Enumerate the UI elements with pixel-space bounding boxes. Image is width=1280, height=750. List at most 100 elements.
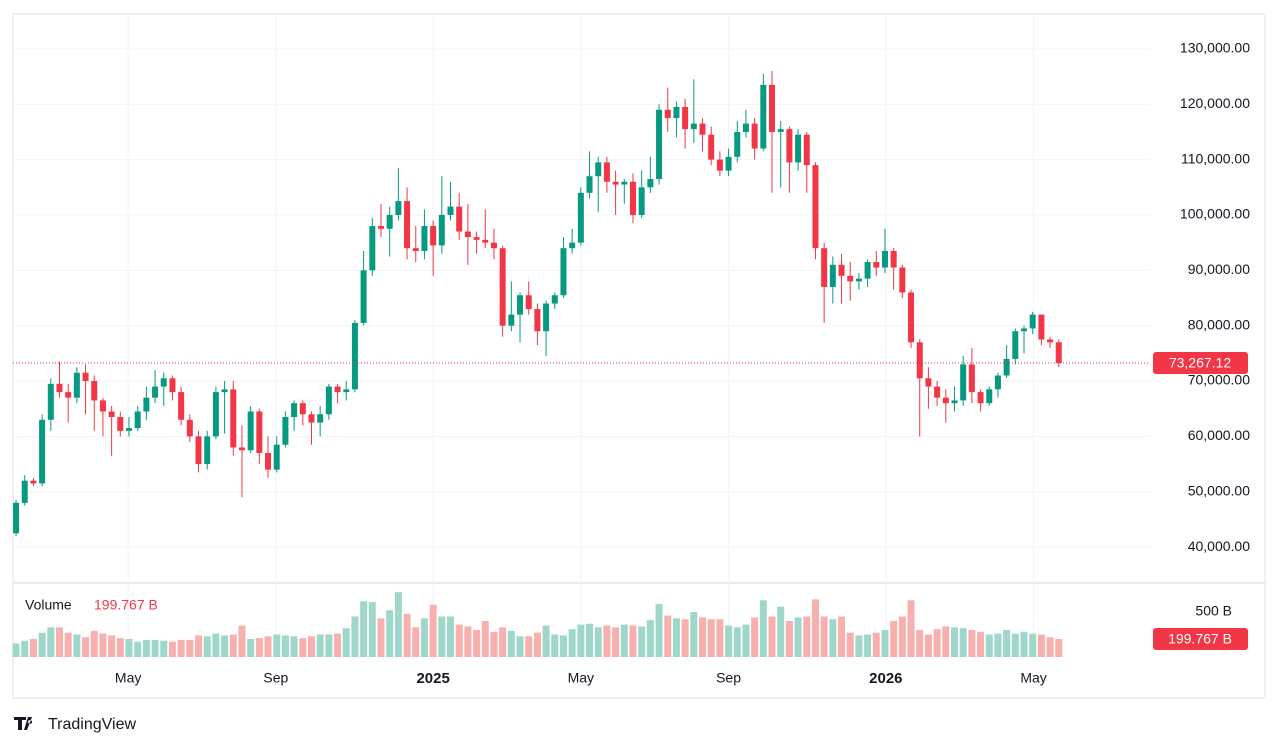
candle-body <box>1047 339 1054 343</box>
volume-bar <box>334 633 342 657</box>
volume-bar <box>325 634 333 657</box>
candle-body <box>430 226 437 246</box>
x-tick-label: Sep <box>263 670 288 686</box>
volume-bar <box>299 638 307 657</box>
volume-bar <box>672 618 680 657</box>
candle-body <box>169 378 176 393</box>
volume-bar <box>464 626 472 657</box>
candle-body <box>881 250 888 268</box>
volume-bar <box>820 616 828 657</box>
candle-body <box>812 165 819 249</box>
candle-body <box>647 178 654 188</box>
volume-bar <box>195 635 203 657</box>
candle-body <box>160 378 167 387</box>
candle-body <box>73 372 80 398</box>
candle-body <box>716 159 723 171</box>
candle-body <box>569 242 576 249</box>
volume-bar <box>212 633 220 657</box>
volume-bar <box>551 634 559 657</box>
candle-body <box>551 295 558 304</box>
volume-bar <box>490 631 498 657</box>
labels: 40,000.00 50,000.00 60,000.00 70,000.00 80,0… <box>115 40 1250 687</box>
y-tick-label: 130,000.00 <box>1180 40 1250 56</box>
candle-body <box>47 383 54 420</box>
candle-body <box>204 436 211 465</box>
candle-body <box>977 392 984 404</box>
volume-bar <box>594 627 602 657</box>
volume-bar <box>577 624 585 657</box>
candle-body <box>65 392 72 398</box>
candle-body <box>508 314 515 326</box>
candle-body <box>473 237 480 240</box>
volume-bar <box>872 632 880 657</box>
volume-bar <box>881 630 889 657</box>
volume-bar <box>21 640 29 657</box>
candle-body <box>595 162 602 177</box>
volume-legend-value: 199.767 B <box>94 597 158 613</box>
candle-body <box>152 386 159 398</box>
y-tick-label: 90,000.00 <box>1188 261 1250 277</box>
candle-body <box>499 248 506 326</box>
volume-bar <box>707 619 715 657</box>
candle-body <box>1029 314 1036 329</box>
candle-body <box>343 389 350 393</box>
candle-body <box>256 411 263 454</box>
volume-bar <box>290 636 298 657</box>
volume-bar <box>447 616 455 657</box>
volume-bar <box>959 628 967 657</box>
volume-bar <box>638 626 646 657</box>
volume-bar <box>690 612 698 657</box>
volume-bar <box>533 632 541 657</box>
x-tick-label: May <box>1020 670 1046 686</box>
volume-bar <box>846 632 854 657</box>
volume-bar <box>829 619 837 657</box>
chart-frame <box>12 13 1266 699</box>
volume-bar <box>1003 630 1011 657</box>
volume-bar <box>29 639 37 657</box>
candle-body <box>360 270 367 323</box>
volume-bar <box>603 625 611 657</box>
volume-bar <box>455 624 463 657</box>
candle-body <box>690 123 697 130</box>
candle-body <box>212 392 219 437</box>
candle-body <box>890 250 897 268</box>
candle-body <box>438 214 445 246</box>
candle-body <box>143 397 150 412</box>
volume-bar <box>994 633 1002 657</box>
volume-bar <box>733 627 741 657</box>
volume-bar <box>646 620 654 657</box>
candle-body <box>664 109 671 119</box>
volume-bar <box>316 634 324 657</box>
volume-bar <box>142 639 150 657</box>
last-price-label: 73,267.12 <box>1169 355 1231 371</box>
volume-bar <box>716 619 724 657</box>
volume-bar <box>855 635 863 657</box>
volume-bar <box>125 639 133 657</box>
volume-bar <box>412 627 420 657</box>
candle-body <box>795 134 802 163</box>
volume-bar <box>264 636 272 657</box>
candle-body <box>108 411 115 418</box>
volume-bar <box>90 630 98 657</box>
candle-body <box>377 226 384 229</box>
volume-bar <box>977 631 985 657</box>
volume-bar <box>394 592 402 657</box>
volume-bar <box>612 627 620 657</box>
volume-bar <box>168 641 176 657</box>
candle-body <box>1012 331 1019 359</box>
candle-body <box>725 156 732 171</box>
volume-bar <box>47 627 55 657</box>
candle-body <box>838 264 845 276</box>
volume-bar <box>429 604 437 657</box>
candle-body <box>682 107 689 130</box>
candle-body <box>986 389 993 404</box>
candle-body <box>699 123 706 135</box>
volume-bar <box>238 625 246 657</box>
candle-body <box>803 134 810 166</box>
volume-bar <box>221 635 229 657</box>
last-volume-label: 199.767 B <box>1168 631 1232 647</box>
candle-body <box>1055 342 1062 363</box>
volume-bar <box>898 616 906 657</box>
volume-bar <box>473 630 481 657</box>
candle-body <box>760 84 767 149</box>
